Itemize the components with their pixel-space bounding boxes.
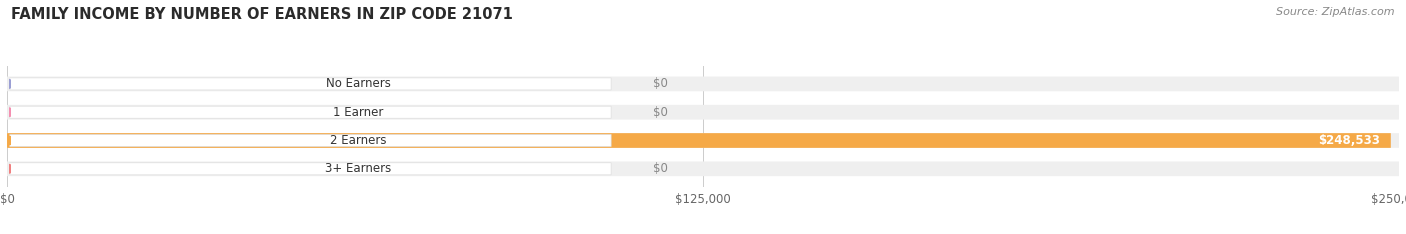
Text: Source: ZipAtlas.com: Source: ZipAtlas.com — [1277, 7, 1395, 17]
FancyBboxPatch shape — [10, 163, 612, 175]
Text: FAMILY INCOME BY NUMBER OF EARNERS IN ZIP CODE 21071: FAMILY INCOME BY NUMBER OF EARNERS IN ZI… — [11, 7, 513, 22]
FancyBboxPatch shape — [7, 77, 1399, 91]
Text: No Earners: No Earners — [326, 77, 391, 90]
FancyBboxPatch shape — [10, 135, 612, 146]
Text: $248,533: $248,533 — [1317, 134, 1379, 147]
Text: 2 Earners: 2 Earners — [330, 134, 387, 147]
Text: $0: $0 — [652, 106, 668, 119]
Text: 3+ Earners: 3+ Earners — [325, 162, 392, 175]
FancyBboxPatch shape — [7, 133, 1399, 148]
FancyBboxPatch shape — [7, 105, 1399, 120]
Text: 1 Earner: 1 Earner — [333, 106, 384, 119]
Text: $0: $0 — [652, 77, 668, 90]
FancyBboxPatch shape — [10, 78, 612, 90]
FancyBboxPatch shape — [10, 106, 612, 118]
FancyBboxPatch shape — [7, 133, 1391, 148]
Text: $0: $0 — [652, 162, 668, 175]
FancyBboxPatch shape — [7, 161, 1399, 176]
